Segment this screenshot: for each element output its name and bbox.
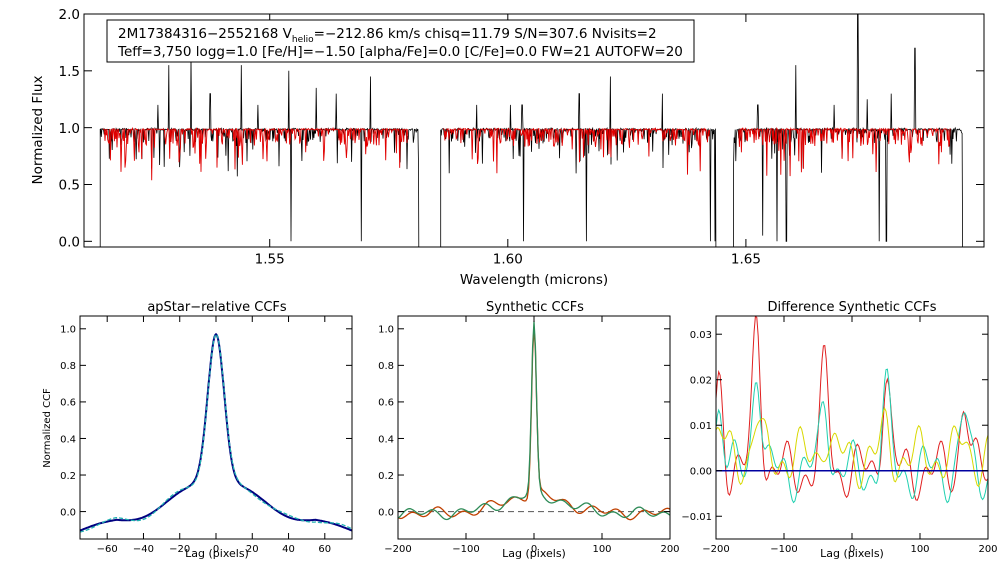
- ccf-synthetic-panel: Synthetic CCFs −200 −100 0 100 200 0.0 0.2 0.4 0…: [378, 300, 679, 560]
- synthetic-ccf-line: [397, 326, 671, 521]
- synthetic-ccf-line: [397, 321, 671, 521]
- ccf-apstar-x-axis-label: Lag (pixels): [185, 547, 249, 560]
- x-tick-label: 100: [592, 544, 611, 555]
- spectrum-panel: 1.55 1.60 1.65 0.0 0.5 1.0 1.5 2.0 2M17384316−2…: [30, 7, 985, 288]
- x-tick-label: 1.60: [493, 252, 523, 268]
- difference-ccf-line: [715, 315, 989, 501]
- x-tick-label: 1.55: [255, 252, 285, 268]
- spectrum-axes-frame: [83, 13, 985, 248]
- x-tick-label: 1.65: [731, 252, 761, 268]
- y-tick-label: 0.02: [690, 376, 712, 387]
- y-tick-label: 0.5: [59, 178, 80, 194]
- y-tick-label: 0.6: [378, 398, 394, 409]
- y-tick-label: 0.8: [60, 361, 76, 372]
- x-tick-label: 100: [910, 544, 929, 555]
- ccf-apstar-plot-area: [79, 332, 353, 533]
- model-spectrum-line: [738, 126, 951, 177]
- ccf-synthetic-title: Synthetic CCFs: [486, 300, 584, 315]
- spectrum-plot-area: [99, 13, 963, 248]
- y-tick-label: 0.6: [60, 398, 76, 409]
- x-tick-label: 200: [978, 544, 997, 555]
- observed-spectrum-line: [99, 53, 420, 248]
- y-tick-label: 1.0: [59, 121, 80, 137]
- spectrum-info-box: [106, 19, 695, 63]
- observed-spectrum-line: [440, 76, 717, 248]
- x-tick-label: 40: [282, 544, 295, 555]
- y-tick-label: 0.0: [59, 234, 80, 250]
- difference-ccf-line: [715, 368, 989, 504]
- ccf-difference-panel: Difference Synthetic CCFs −200 −100 0 100 20…: [681, 300, 997, 560]
- y-tick-label: 1.0: [378, 325, 394, 336]
- y-tick-label: 0.0: [378, 507, 394, 518]
- spectrum-info-line2: Teff=3,750 logg=1.0 [Fe/H]=−1.50 [alpha/…: [117, 44, 683, 60]
- ccf-combined-line: [79, 333, 353, 533]
- x-tick-label: −200: [384, 544, 411, 555]
- model-spectrum-line: [443, 127, 710, 175]
- y-tick-label: 2.0: [59, 7, 80, 23]
- x-tick-label: −100: [770, 544, 797, 555]
- y-tick-label: 0.4: [378, 434, 394, 445]
- model-spectrum-line: [102, 126, 409, 181]
- y-tick-label: 0.0: [60, 507, 76, 518]
- x-tick-label: 0: [531, 544, 537, 555]
- y-tick-label: 0.8: [378, 361, 394, 372]
- x-tick-label: 20: [246, 544, 259, 555]
- ccf-difference-axes-frame: [715, 315, 989, 540]
- x-tick-label: 60: [318, 544, 331, 555]
- x-tick-label: 0: [849, 544, 855, 555]
- ccf-apstar-y-axis-label: Normalized CCF: [42, 388, 53, 468]
- y-tick-label: 0.2: [378, 471, 394, 482]
- spectrum-x-axis-label: Wavelength (microns): [460, 272, 608, 288]
- x-tick-label: −60: [97, 544, 118, 555]
- y-tick-label: 0.2: [60, 471, 76, 482]
- y-tick-label: 0.4: [60, 434, 76, 445]
- ccf-difference-x-axis-label: Lag (pixels): [820, 547, 884, 560]
- ccf-apstar-panel: apStar−relative CCFs −60 −40 −20 0 20 40 60 0.0…: [42, 300, 353, 560]
- ccf-difference-plot-area: [715, 315, 989, 504]
- ccf-apstar-title: apStar−relative CCFs: [147, 300, 287, 315]
- x-tick-label: 0: [213, 544, 219, 555]
- y-tick-label: 0.03: [690, 330, 712, 341]
- spectrum-info-line1: 2M17384316−2552168 Vhelio=−212.86 km/s c…: [118, 26, 657, 45]
- ccf-synthetic-x-axis-label: Lag (pixels): [502, 547, 566, 560]
- ccf-apstar-ticks: −60 −40 −20 0 20 40 60 0.0 0.2 0.4 0.6 0.8 1.0: [60, 316, 352, 555]
- difference-ccf-line: [715, 407, 989, 489]
- y-tick-label: 1.0: [60, 325, 76, 336]
- x-tick-label: −200: [702, 544, 729, 555]
- spectrum-ticks: 1.55 1.60 1.65 0.0 0.5 1.0 1.5 2.0: [59, 7, 984, 268]
- ccf-apstar-axes-frame: [79, 315, 353, 540]
- ccf-synthetic-plot-area: [397, 321, 671, 521]
- ccf-difference-title: Difference Synthetic CCFs: [767, 300, 936, 315]
- x-tick-label: −100: [452, 544, 479, 555]
- ccf-difference-ticks: −200 −100 0 100 200 −0.01 0.00 0.01 0.02 0.03: [681, 316, 998, 555]
- ccf-visit-line: [79, 332, 353, 532]
- spectrum-y-axis-label: Normalized Flux: [30, 76, 46, 185]
- y-tick-label: 1.5: [59, 64, 80, 80]
- x-tick-label: −20: [169, 544, 190, 555]
- y-tick-label: −0.01: [681, 512, 712, 523]
- ccf-synthetic-axes-frame: [397, 315, 671, 540]
- ccf-synthetic-ticks: −200 −100 0 100 200 0.0 0.2 0.4 0.6 0.8 1.0: [378, 316, 680, 555]
- x-tick-label: −40: [133, 544, 154, 555]
- y-tick-label: 0.00: [690, 467, 712, 478]
- x-tick-label: 200: [660, 544, 679, 555]
- y-tick-label: 0.01: [690, 421, 712, 432]
